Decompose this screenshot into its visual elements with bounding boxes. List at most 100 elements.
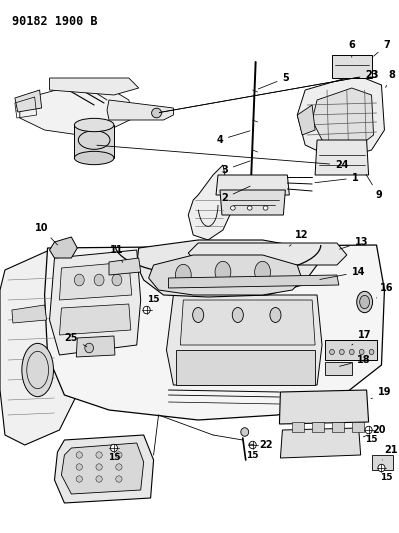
Text: 16: 16 bbox=[377, 283, 393, 298]
Text: 15: 15 bbox=[380, 473, 393, 482]
Polygon shape bbox=[280, 428, 361, 458]
Text: 21: 21 bbox=[383, 445, 398, 460]
Ellipse shape bbox=[340, 349, 344, 354]
Polygon shape bbox=[292, 422, 304, 432]
Text: 3: 3 bbox=[221, 161, 250, 175]
Ellipse shape bbox=[74, 118, 114, 132]
Ellipse shape bbox=[85, 343, 93, 353]
Ellipse shape bbox=[74, 151, 114, 165]
Ellipse shape bbox=[359, 295, 369, 309]
Polygon shape bbox=[315, 140, 369, 175]
Ellipse shape bbox=[249, 441, 256, 449]
Polygon shape bbox=[176, 350, 315, 385]
Ellipse shape bbox=[330, 349, 334, 354]
Text: 9: 9 bbox=[366, 174, 382, 200]
Ellipse shape bbox=[255, 261, 271, 282]
Polygon shape bbox=[55, 435, 154, 503]
Text: 11: 11 bbox=[110, 245, 124, 262]
Text: 23: 23 bbox=[159, 70, 378, 112]
Ellipse shape bbox=[365, 426, 372, 434]
Polygon shape bbox=[188, 165, 230, 240]
Polygon shape bbox=[297, 75, 385, 160]
Ellipse shape bbox=[231, 206, 235, 210]
Ellipse shape bbox=[241, 428, 249, 437]
Ellipse shape bbox=[270, 308, 281, 322]
Polygon shape bbox=[59, 262, 132, 300]
Text: 15: 15 bbox=[108, 454, 120, 463]
Ellipse shape bbox=[176, 264, 191, 286]
Ellipse shape bbox=[378, 464, 385, 472]
Ellipse shape bbox=[22, 343, 53, 397]
Text: 12: 12 bbox=[289, 230, 309, 246]
Polygon shape bbox=[49, 237, 77, 258]
Polygon shape bbox=[216, 175, 289, 195]
Ellipse shape bbox=[76, 476, 83, 482]
Ellipse shape bbox=[350, 349, 354, 354]
Ellipse shape bbox=[76, 452, 83, 458]
Polygon shape bbox=[297, 105, 315, 135]
Text: 1: 1 bbox=[315, 173, 359, 183]
Polygon shape bbox=[59, 304, 131, 335]
Ellipse shape bbox=[143, 306, 150, 314]
Polygon shape bbox=[371, 455, 393, 470]
Ellipse shape bbox=[247, 206, 252, 210]
Ellipse shape bbox=[74, 274, 84, 286]
Text: 18: 18 bbox=[340, 355, 370, 366]
Polygon shape bbox=[49, 250, 141, 355]
Ellipse shape bbox=[94, 274, 104, 286]
Polygon shape bbox=[188, 243, 347, 265]
Ellipse shape bbox=[232, 308, 243, 322]
Ellipse shape bbox=[112, 274, 122, 286]
Polygon shape bbox=[312, 88, 373, 148]
Ellipse shape bbox=[96, 476, 102, 482]
Ellipse shape bbox=[76, 464, 83, 470]
Text: 25: 25 bbox=[65, 333, 87, 346]
Polygon shape bbox=[74, 125, 114, 158]
Text: 15: 15 bbox=[147, 295, 160, 304]
Text: 90182 1900 B: 90182 1900 B bbox=[12, 15, 97, 28]
Text: 22: 22 bbox=[249, 440, 273, 450]
Polygon shape bbox=[76, 336, 115, 357]
Polygon shape bbox=[49, 78, 139, 95]
Text: 8: 8 bbox=[385, 70, 395, 87]
Polygon shape bbox=[61, 443, 144, 494]
Ellipse shape bbox=[96, 452, 102, 458]
Polygon shape bbox=[0, 250, 84, 445]
Text: 13: 13 bbox=[340, 237, 368, 249]
Text: 15: 15 bbox=[365, 435, 378, 445]
Text: 5: 5 bbox=[258, 73, 289, 89]
Polygon shape bbox=[332, 55, 371, 78]
Polygon shape bbox=[149, 255, 302, 295]
Text: 14: 14 bbox=[320, 267, 365, 279]
Text: 17: 17 bbox=[352, 330, 371, 345]
Ellipse shape bbox=[116, 476, 122, 482]
Polygon shape bbox=[332, 422, 344, 432]
Polygon shape bbox=[352, 422, 363, 432]
Ellipse shape bbox=[215, 261, 231, 282]
Text: 7: 7 bbox=[373, 40, 390, 56]
Polygon shape bbox=[45, 245, 385, 420]
Polygon shape bbox=[279, 390, 369, 424]
Text: 20: 20 bbox=[363, 425, 386, 437]
Text: 19: 19 bbox=[371, 387, 391, 399]
Polygon shape bbox=[107, 100, 174, 120]
Polygon shape bbox=[168, 275, 339, 288]
Ellipse shape bbox=[193, 308, 204, 322]
Polygon shape bbox=[20, 85, 134, 135]
Text: 10: 10 bbox=[35, 223, 57, 245]
Ellipse shape bbox=[116, 452, 122, 458]
Polygon shape bbox=[325, 340, 377, 360]
Text: 4: 4 bbox=[216, 131, 250, 145]
Text: 23: 23 bbox=[159, 70, 378, 112]
Text: 6: 6 bbox=[348, 40, 355, 57]
Polygon shape bbox=[220, 190, 285, 215]
Ellipse shape bbox=[369, 349, 374, 354]
Ellipse shape bbox=[96, 464, 102, 470]
Polygon shape bbox=[15, 90, 41, 112]
Polygon shape bbox=[166, 295, 322, 385]
Ellipse shape bbox=[359, 349, 364, 354]
Text: 24: 24 bbox=[97, 145, 349, 170]
Polygon shape bbox=[312, 422, 324, 432]
Polygon shape bbox=[137, 240, 317, 297]
Text: 2: 2 bbox=[221, 186, 250, 203]
